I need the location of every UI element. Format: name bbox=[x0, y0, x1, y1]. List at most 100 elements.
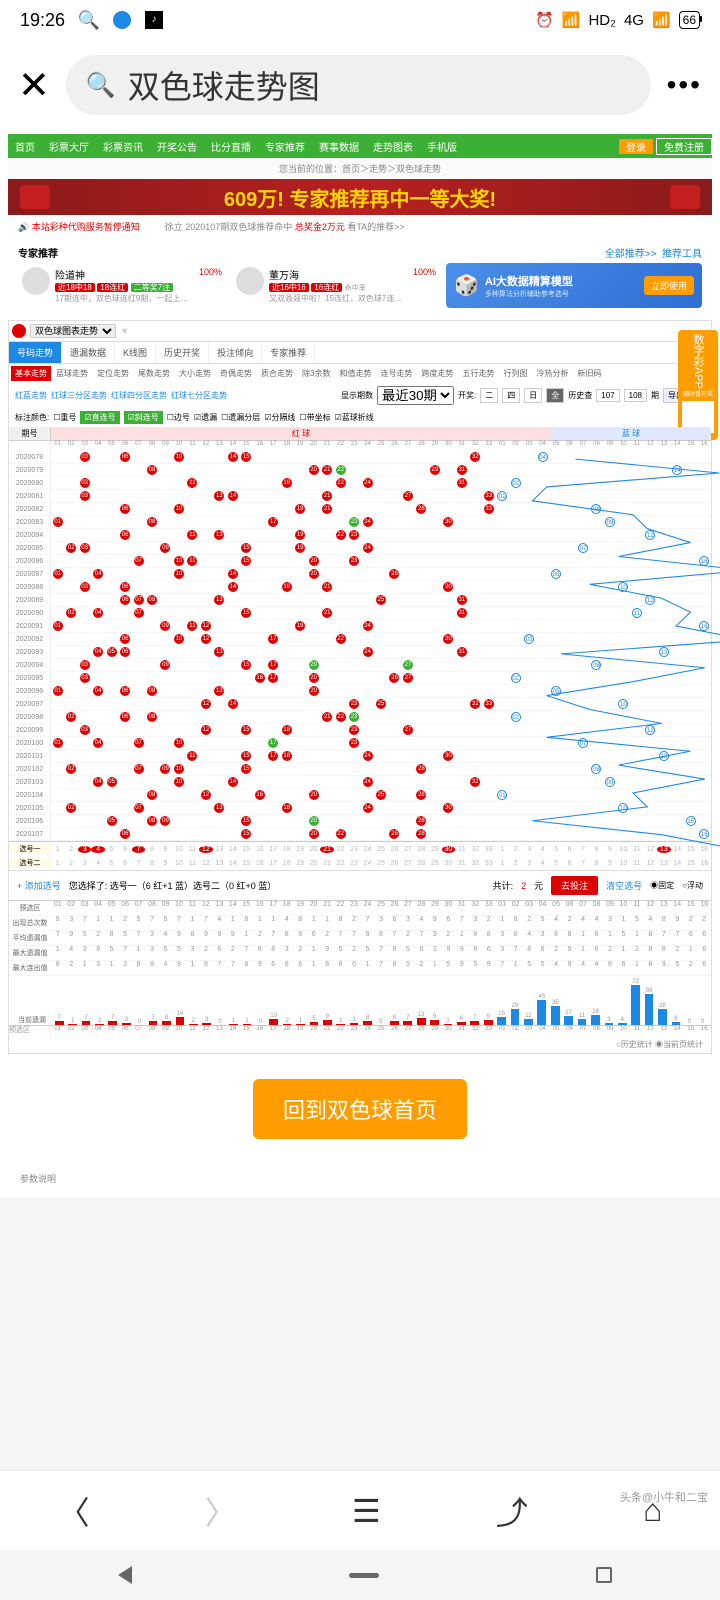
trend-row: 202010706152022262816 bbox=[9, 828, 711, 841]
sub-tab[interactable]: 基本走势 bbox=[11, 366, 51, 381]
more-icon[interactable]: ••• bbox=[667, 69, 702, 101]
alarm-icon: ⏰ bbox=[535, 11, 554, 29]
expert-card[interactable]: 董万海100% 近16中16 16连红 命中率 又双叒叕中啦！15连红，双色球7… bbox=[232, 263, 440, 308]
sys-recent[interactable] bbox=[596, 1567, 612, 1583]
sub-tab[interactable]: 尾数走势 bbox=[134, 366, 174, 381]
app-icon-2: ♪ bbox=[145, 11, 163, 29]
trend-row: 202009802060821222302 bbox=[9, 711, 711, 724]
sub-tab[interactable]: 五行走势 bbox=[458, 366, 498, 381]
chart-container: 双色球图表走势 ▼ 号码走势 遗漏数据 K线图 历史开奖 投注倾向 专家推荐 基… bbox=[8, 320, 712, 1054]
sub-tab[interactable]: 冷热分析 bbox=[532, 366, 572, 381]
trend-row: 202009304050613243113 bbox=[9, 646, 711, 659]
register-button[interactable]: 免费注册 bbox=[656, 138, 712, 155]
close-icon[interactable]: ✕ bbox=[18, 63, 50, 108]
sub-tab[interactable]: 定位走势 bbox=[93, 366, 133, 381]
trend-row: 202008003111822243102 bbox=[9, 477, 711, 490]
chart-select[interactable]: 双色球图表走势 bbox=[30, 324, 116, 338]
expert-section: 专家推荐 全部推荐>> 推荐工具 险道神100% 近18中18 18连红 二等奖… bbox=[8, 238, 712, 312]
trend-row: 202008206101921283308 bbox=[9, 503, 711, 516]
clear-button[interactable]: 清空选号 bbox=[606, 879, 642, 892]
sub-tab[interactable]: 大小走势 bbox=[175, 366, 215, 381]
trend-row: 202007803061014153204 bbox=[9, 451, 711, 464]
nav-item[interactable]: 比分直播 bbox=[204, 139, 258, 154]
sub-tab[interactable]: 行列图 bbox=[499, 366, 531, 381]
trend-row: 202008803061418213010 bbox=[9, 581, 711, 594]
trend-row: 202010111151718243013 bbox=[9, 750, 711, 763]
nav-item[interactable]: 手机版 bbox=[420, 139, 464, 154]
wifi-icon: 📶 bbox=[562, 11, 581, 29]
tool-link[interactable]: 推荐工具 bbox=[662, 249, 702, 260]
sys-home[interactable] bbox=[349, 1573, 379, 1578]
trend-chart: 期号 红 球 蓝 球 01020304050607080910111213141… bbox=[9, 427, 711, 870]
sub-tab[interactable]: 质合走势 bbox=[257, 366, 297, 381]
trend-row: 202008502030915192407 bbox=[9, 542, 711, 555]
trend-row: 202008607101115202316 bbox=[9, 555, 711, 568]
nav-item[interactable]: 开奖公告 bbox=[150, 139, 204, 154]
trend-row: 202009403091517202708 bbox=[9, 659, 711, 672]
sub-tab[interactable]: 蓝球走势 bbox=[52, 366, 92, 381]
back-home-button[interactable]: 回到双色球首页 bbox=[253, 1079, 467, 1139]
trend-row: 202010202070910152808 bbox=[9, 763, 711, 776]
all-link[interactable]: 全部推荐>> bbox=[605, 249, 657, 260]
bet-button[interactable]: 去投注 bbox=[551, 876, 598, 895]
trend-row: 202010502071318243010 bbox=[9, 802, 711, 815]
period-select[interactable]: 最近30期 bbox=[377, 386, 454, 405]
miss-bar-chart: 当前遗漏 71727307814230110102159138087139167… bbox=[9, 976, 711, 1026]
nav-item[interactable]: 彩票大厅 bbox=[42, 139, 96, 154]
sub-tab[interactable]: 和值走势 bbox=[335, 366, 375, 381]
main-nav: 首页 彩票大厅 彩票资讯 开奖公告 比分直播 专家推荐 赛事数据 走势图表 手机… bbox=[8, 134, 712, 158]
nav-item[interactable]: 彩票资讯 bbox=[96, 139, 150, 154]
trend-row: 202010001040710172307 bbox=[9, 737, 711, 750]
nav-item[interactable]: 首页 bbox=[8, 139, 42, 154]
trend-row: 202009503161720262702 bbox=[9, 672, 711, 685]
search-icon: 🔍 bbox=[86, 71, 116, 100]
filter-row: 红蓝走势 红球三分区走势 红球四分区走势 红球七分区走势 显示期数 最近30期 … bbox=[9, 383, 711, 408]
expert-card[interactable]: 险道神100% 近18中18 18连红 二等奖7注 17期连中，双色球连红9期，… bbox=[18, 263, 226, 308]
breadcrumb: 您当前的位置：首页＞走势＞双色球走势 bbox=[8, 158, 712, 179]
nav-item[interactable]: 专家推荐 bbox=[258, 139, 312, 154]
app-icon-1 bbox=[113, 11, 131, 29]
share-icon[interactable]: ⤴ bbox=[496, 1488, 528, 1534]
signal-icon: 📶 bbox=[652, 11, 671, 29]
avatar bbox=[22, 267, 50, 295]
trend-row: 202008906070813253112 bbox=[9, 594, 711, 607]
battery-indicator: 66 bbox=[679, 11, 700, 29]
sub-tab[interactable]: 跨度走势 bbox=[417, 366, 457, 381]
forward-icon[interactable]: 〉 bbox=[205, 1488, 237, 1534]
trend-row: 202010408121620252801 bbox=[9, 789, 711, 802]
sub-tab[interactable]: 奇偶走势 bbox=[216, 366, 256, 381]
param-note: 参数说明 bbox=[8, 1164, 712, 1193]
menu-icon[interactable]: ☰ bbox=[352, 1492, 381, 1530]
nav-item[interactable]: 走势图表 bbox=[366, 139, 420, 154]
sub-tab[interactable]: 除3余数 bbox=[298, 366, 334, 381]
tab[interactable]: 专家推荐 bbox=[262, 342, 315, 363]
search-input[interactable]: 🔍 双色球走势图 bbox=[66, 55, 651, 115]
search-text: 双色球走势图 bbox=[128, 62, 320, 108]
sub-tab[interactable]: 新旧码 bbox=[573, 366, 605, 381]
pick-row: 选号一1234567891011121314151617181920212223… bbox=[9, 842, 711, 856]
login-button[interactable]: 登录 bbox=[619, 139, 653, 154]
trend-row: 202007908202122293114 bbox=[9, 464, 711, 477]
trend-row: 202009601040608132005 bbox=[9, 685, 711, 698]
tab[interactable]: 历史开奖 bbox=[156, 342, 209, 363]
side-ad[interactable]: 数字彩APP 随时看开奖 bbox=[678, 330, 718, 440]
promo-banner[interactable]: 609万! 专家推荐再中一等大奖! bbox=[8, 179, 712, 215]
stats-toggle: ○历史统计 ◉当前页统计 bbox=[9, 1036, 711, 1053]
ai-button[interactable]: 立即使用 bbox=[644, 276, 694, 295]
trend-row: 202009101091112192416 bbox=[9, 620, 711, 633]
search-header: ✕ 🔍 双色球走势图 ••• bbox=[0, 40, 720, 130]
tab[interactable]: 遗漏数据 bbox=[62, 342, 115, 363]
ai-card[interactable]: 🎲 AI大数据精算模型 多种算法分析辅助参考选号 立即使用 bbox=[446, 263, 702, 308]
sub-tab[interactable]: 连号走势 bbox=[376, 366, 416, 381]
tab[interactable]: K线图 bbox=[115, 342, 156, 363]
logo-icon bbox=[12, 324, 26, 338]
nav-item[interactable]: 赛事数据 bbox=[312, 139, 366, 154]
marks-row: 标注颜色: ☐重号 ☑直连号 ☑斜连号 ☐边号 ☑遗漏 ☐遗漏分层 ☑分隔线 ☐… bbox=[9, 408, 711, 427]
tab[interactable]: 投注倾向 bbox=[209, 342, 262, 363]
add-pick-button[interactable]: + 添加选号 bbox=[17, 879, 61, 892]
sys-back[interactable] bbox=[109, 1566, 132, 1584]
tab[interactable]: 号码走势 bbox=[9, 342, 62, 363]
back-icon[interactable]: 〈 bbox=[58, 1488, 90, 1534]
trend-row: 202010605080915202815 bbox=[9, 815, 711, 828]
pick-row: 选号二1234567891011121314151617181920212223… bbox=[9, 856, 711, 870]
